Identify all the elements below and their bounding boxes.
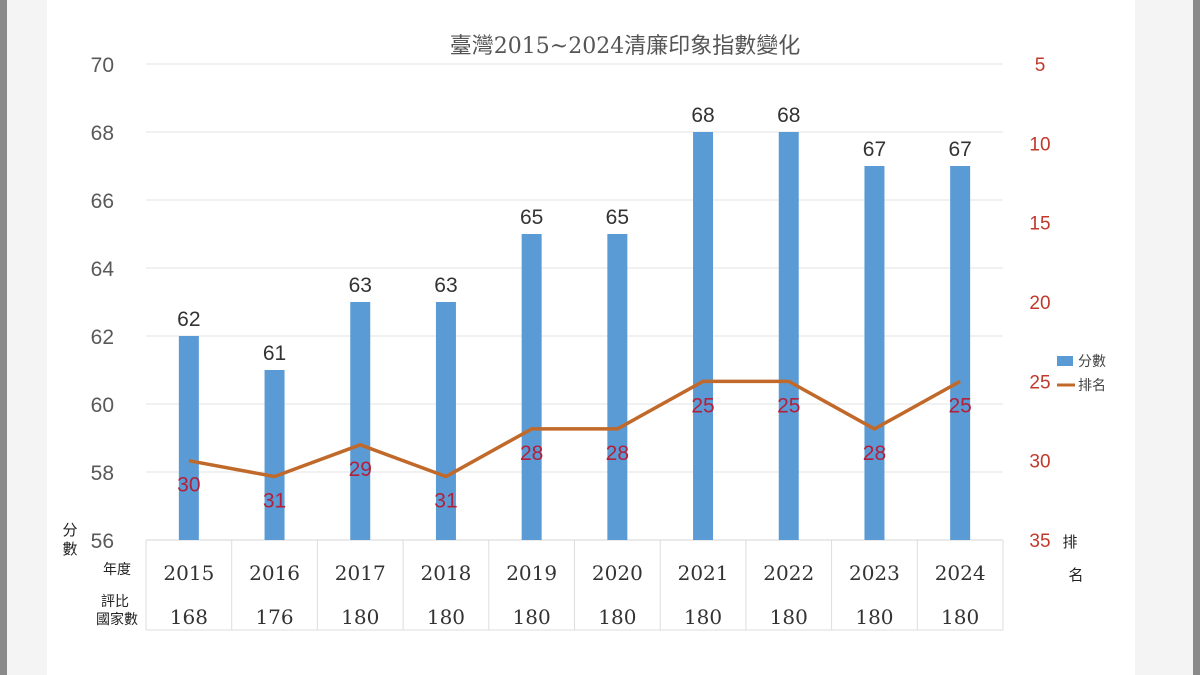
left-tick-label: 62	[91, 326, 114, 349]
y-left-label-1: 分	[62, 521, 77, 539]
right-tick-label: 35	[1029, 531, 1050, 552]
year-label: 2021	[678, 561, 729, 585]
year-label: 2018	[420, 561, 471, 585]
left-tick-label: 56	[91, 530, 114, 553]
score-bar	[607, 234, 628, 540]
score-bar-label: 65	[606, 206, 629, 229]
rank-point-label: 28	[606, 442, 629, 465]
rank-point-label: 28	[520, 442, 543, 465]
score-bar-label: 65	[520, 206, 543, 229]
country-count-value: 180	[427, 605, 465, 629]
country-count-value: 180	[598, 605, 636, 629]
left-tick-label: 68	[91, 122, 114, 145]
score-bar-labels: 62 61 63 63 65 65 68 68 67 67	[177, 104, 972, 365]
score-bar	[521, 234, 542, 540]
left-margin-panel	[7, 0, 47, 675]
legend: 分數 排名	[1057, 354, 1106, 394]
table-row-label-2: 國家數	[96, 611, 138, 628]
gridlines	[146, 63, 1003, 473]
country-count-value: 180	[941, 605, 979, 629]
year-label: 2019	[506, 561, 557, 585]
country-count-value: 176	[255, 605, 293, 629]
country-count-value: 180	[684, 605, 722, 629]
score-bar	[778, 132, 799, 540]
year-label: 2024	[935, 561, 986, 585]
score-bar	[264, 370, 285, 540]
rank-line	[188, 379, 961, 479]
right-margin-panel	[1135, 0, 1193, 675]
right-tick-label: 15	[1029, 214, 1050, 235]
right-tick-label: 30	[1029, 452, 1050, 473]
score-bar	[864, 166, 885, 540]
rank-line-series	[188, 379, 961, 479]
year-label: 2020	[592, 561, 643, 585]
score-bar-label: 68	[691, 104, 714, 127]
right-axis-ticks: 5 10 15 20 25 30 35	[1029, 55, 1050, 552]
score-bar-label: 61	[263, 342, 286, 365]
right-edge-border	[1193, 0, 1200, 675]
rank-point-label: 31	[263, 490, 286, 513]
left-axis-ticks: 56 58 60 62 64 66 68 70	[91, 54, 115, 553]
score-bar	[693, 132, 714, 540]
right-tick-label: 5	[1035, 55, 1046, 76]
year-label: 2015	[163, 561, 214, 585]
rank-point-label: 30	[177, 474, 200, 497]
data-table-grid	[145, 539, 1004, 631]
country-count-value: 180	[855, 605, 893, 629]
rank-point-label: 25	[948, 394, 971, 417]
rank-point-label: 25	[691, 394, 714, 417]
country-count-value: 180	[513, 605, 551, 629]
legend-bar-swatch	[1057, 356, 1073, 366]
rank-point-labels: 30 31 29 31 28 28 25 25 28 25	[177, 394, 972, 512]
score-bar	[178, 336, 199, 540]
left-tick-label: 66	[91, 190, 114, 213]
score-bars	[178, 132, 971, 540]
chart-title: 臺灣2015~2024清廉印象指數變化	[450, 34, 800, 59]
score-bar-label: 63	[349, 274, 372, 297]
country-count-value: 168	[170, 605, 208, 629]
table-row-label-1: 評比	[101, 594, 129, 610]
year-label: 2016	[249, 561, 300, 585]
country-count-value: 180	[770, 605, 808, 629]
score-bar	[950, 166, 971, 540]
year-category-labels: 2015 2016 2017 2018 2019 2020 2021 2022 2023 2024	[163, 561, 985, 585]
left-tick-label: 70	[91, 54, 114, 77]
year-label: 2023	[849, 561, 900, 585]
rank-point-label: 31	[434, 490, 457, 513]
rank-point-label: 29	[349, 458, 372, 481]
y-left-label-2: 數	[62, 540, 77, 558]
left-edge-border	[0, 0, 7, 675]
year-label: 2022	[763, 561, 814, 585]
country-count-values: 168 176 180 180 180 180 180 180 180 180	[170, 605, 979, 629]
legend-line-label: 排名	[1078, 378, 1106, 394]
left-tick-label: 58	[91, 462, 114, 485]
score-bar-label: 68	[777, 104, 800, 127]
score-bar	[435, 302, 456, 540]
left-tick-label: 60	[91, 394, 114, 417]
rank-point-label: 28	[863, 442, 886, 465]
score-bar-label: 62	[177, 308, 200, 331]
right-tick-label: 25	[1029, 372, 1050, 393]
country-count-value: 180	[341, 605, 379, 629]
rank-point-label: 25	[777, 394, 800, 417]
left-tick-label: 64	[91, 258, 115, 281]
score-bar-label: 63	[434, 274, 457, 297]
y-right-label-1: 排	[1062, 533, 1077, 551]
score-bar-label: 67	[948, 138, 971, 161]
x-row-label: 年度	[103, 562, 131, 578]
y-right-label-2: 名	[1068, 566, 1083, 584]
score-bar	[350, 302, 371, 540]
right-tick-label: 10	[1029, 134, 1050, 155]
year-label: 2017	[335, 561, 386, 585]
right-tick-label: 20	[1029, 293, 1050, 314]
score-bar-label: 67	[863, 138, 886, 161]
legend-bar-label: 分數	[1078, 354, 1106, 370]
